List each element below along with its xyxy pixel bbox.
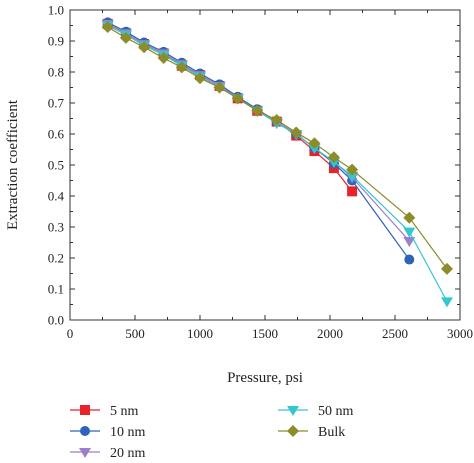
data-point <box>213 81 226 94</box>
data-point <box>403 211 416 224</box>
y-tick-label: 0.8 <box>48 65 64 80</box>
series-3 <box>101 21 453 308</box>
legend-marker <box>79 448 91 458</box>
legend-label: 20 nm <box>110 446 146 461</box>
data-point <box>175 61 188 74</box>
series-line <box>107 26 448 270</box>
series-4 <box>101 21 453 275</box>
y-tick-label: 0.1 <box>48 282 64 297</box>
data-point <box>119 31 132 44</box>
data-point <box>346 171 359 182</box>
data-point <box>403 227 416 238</box>
y-tick-label: 0.3 <box>48 220 64 235</box>
legend-label: 10 nm <box>110 425 146 440</box>
x-tick-label: 500 <box>125 326 145 341</box>
data-point <box>403 236 416 247</box>
y-tick-label: 0.0 <box>48 313 64 328</box>
data-point <box>231 92 244 105</box>
series-line <box>107 21 410 260</box>
y-tick-label: 1.0 <box>48 3 64 18</box>
data-point <box>327 151 340 164</box>
data-point <box>346 163 359 176</box>
data-point <box>308 137 321 150</box>
x-axis-title: Pressure, psi <box>227 370 303 386</box>
series-2 <box>101 19 416 247</box>
plot-frame <box>69 9 461 321</box>
y-tick-label: 0.4 <box>48 189 65 204</box>
data-point <box>404 254 415 265</box>
legend-label: Bulk <box>318 425 345 440</box>
data-point <box>441 262 453 275</box>
series-1 <box>102 17 415 265</box>
data-point <box>251 104 264 117</box>
legend-marker <box>287 425 299 437</box>
data-point <box>347 186 358 197</box>
y-tick-label: 0.2 <box>48 251 64 266</box>
x-tick-label: 1500 <box>252 326 278 341</box>
series-layer <box>101 17 453 308</box>
series-line <box>107 23 410 242</box>
legend-label: 5 nm <box>110 404 139 419</box>
series-line <box>107 24 448 302</box>
x-tick-label: 0 <box>67 326 74 341</box>
legend: 5 nm 10 nm 20 nm 50 nm Bulk <box>70 404 354 461</box>
x-tick-label: 2000 <box>317 326 343 341</box>
legend-marker <box>80 426 90 436</box>
legend-item: 20 nm <box>70 446 146 461</box>
data-point <box>194 72 206 85</box>
legend-item: 50 nm <box>278 404 354 419</box>
x-tick-label: 2500 <box>382 326 408 341</box>
plot-area: 0 500 1000 1500 2000 2500 3000 0.0 0.1 0.2 0.3 0.4 0… <box>48 3 473 342</box>
y-axis-title: Extraction coefficient <box>5 99 21 230</box>
legend-item: 5 nm <box>70 404 139 419</box>
x-tick-label: 1000 <box>187 326 213 341</box>
data-point <box>270 114 283 127</box>
data-point <box>441 297 453 308</box>
legend-marker <box>287 406 299 416</box>
x-tick-label: 3000 <box>447 326 473 341</box>
legend-marker <box>80 405 90 415</box>
y-tick-label: 0.6 <box>48 127 65 142</box>
legend-item: 10 nm <box>70 425 146 440</box>
y-tick-label: 0.9 <box>48 34 64 49</box>
data-point <box>157 52 170 65</box>
legend-item: Bulk <box>278 425 345 440</box>
legend-label: 50 nm <box>318 404 354 419</box>
y-tick-label: 0.7 <box>48 96 65 111</box>
data-point <box>138 41 151 54</box>
y-tick-label: 0.5 <box>48 158 64 173</box>
data-point <box>101 21 114 34</box>
data-point <box>290 126 303 139</box>
